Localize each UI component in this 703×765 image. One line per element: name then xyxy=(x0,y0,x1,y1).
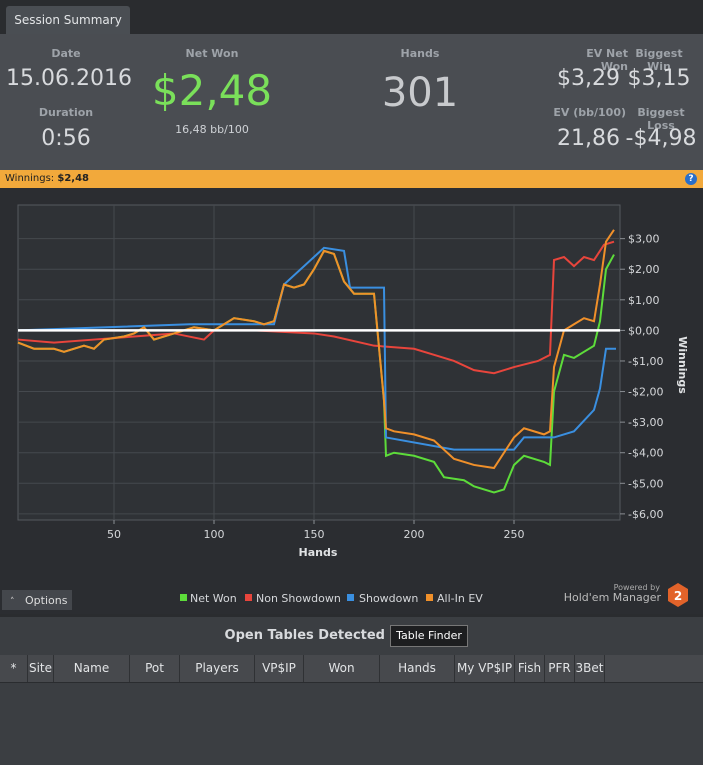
column-header[interactable]: Won xyxy=(304,655,380,682)
biggest-loss-label: Biggest Loss xyxy=(637,106,685,132)
y-tick-label: -$5,00 xyxy=(628,477,663,490)
options-caret: ˄ xyxy=(10,597,15,607)
x-tick-label: 200 xyxy=(404,528,425,541)
net-won: $2,48 xyxy=(151,66,273,115)
duration-label: Duration xyxy=(38,106,94,119)
table-header: * Site Name Pot Players VP$IP Won Hands My VP$IP… xyxy=(0,655,703,683)
open-tables-title: Open Tables Detected xyxy=(224,628,385,643)
winnings-bar: Winnings: $2,48 ? xyxy=(0,170,703,188)
x-tick-label: 50 xyxy=(107,528,121,541)
hands-label: Hands xyxy=(400,47,440,60)
legend-label: All-In EV xyxy=(437,592,483,605)
logo-number: 2 xyxy=(674,589,682,603)
x-tick-label: 250 xyxy=(504,528,525,541)
logo xyxy=(668,583,688,607)
series-line xyxy=(17,240,615,375)
legend-swatch xyxy=(245,594,252,601)
legend-label: Showdown xyxy=(359,592,418,605)
powered-by: Powered by xyxy=(614,583,661,592)
ev-bb: 21,86 xyxy=(557,126,620,151)
summary-panel: Date 15.06.2016 Duration 0:56 Net Won $2… xyxy=(0,34,703,170)
biggest-win: $3,15 xyxy=(627,66,691,91)
plot-area xyxy=(17,204,621,521)
ev-net-won-label: EV Net Won xyxy=(586,47,628,73)
biggest-loss: -$4,98 xyxy=(625,126,697,151)
column-header[interactable]: Name xyxy=(54,655,130,682)
legend-label: Net Won xyxy=(190,592,237,605)
chart: Hands Winnings ˄ Options Powered by Hold… xyxy=(0,188,703,614)
x-tick-label: 100 xyxy=(204,528,225,541)
y-tick-label: -$6,00 xyxy=(628,508,663,521)
column-header[interactable]: VP$IP xyxy=(255,655,304,682)
column-header[interactable]: Site xyxy=(28,655,54,682)
y-axis-title: Winnings xyxy=(676,336,689,394)
column-header[interactable]: My VP$IP xyxy=(455,655,515,682)
x-tick-label: 150 xyxy=(304,528,325,541)
options-label: Options xyxy=(25,594,68,607)
tab[interactable]: Session Summary xyxy=(6,6,130,34)
ev-bb-label: EV (bb/100) xyxy=(553,106,626,119)
y-tick-label: -$2,00 xyxy=(628,386,663,399)
table-finder-button[interactable]: Table Finder xyxy=(390,625,468,647)
column-header[interactable]: PFR xyxy=(545,655,575,682)
winnings-label: Winnings: xyxy=(5,173,55,184)
legend-label: Non Showdown xyxy=(256,592,341,605)
open-tables-panel: Open Tables Detected Table Finder * Site N… xyxy=(0,614,703,765)
y-tick-label: $2,00 xyxy=(628,263,660,276)
column-header[interactable]: Pot xyxy=(130,655,180,682)
y-tick-label: $0,00 xyxy=(628,324,660,337)
y-tick-label: $3,00 xyxy=(628,233,660,246)
series-line xyxy=(17,229,615,470)
x-axis-title: Hands xyxy=(299,546,338,559)
column-header[interactable]: 3Bet xyxy=(575,655,605,682)
winnings-value: $2,48 xyxy=(57,173,89,184)
column-header[interactable]: Hands xyxy=(380,655,455,682)
legend-swatch xyxy=(347,594,354,601)
legend-swatch xyxy=(426,594,433,601)
net-won-bb: 16,48 bb/100 xyxy=(175,123,249,136)
column-header[interactable]: Fish xyxy=(515,655,545,682)
help-icon[interactable]: ? xyxy=(685,173,697,185)
biggest-win-label: Biggest Win xyxy=(635,47,683,73)
y-tick-label: -$3,00 xyxy=(628,416,663,429)
ev-net-won: $3,29 xyxy=(557,66,620,91)
y-tick-label: -$1,00 xyxy=(628,355,663,368)
hands: 301 xyxy=(381,70,459,116)
y-tick-label: $1,00 xyxy=(628,294,660,307)
product-name: Hold'em Manager xyxy=(564,591,662,604)
date: 15.06.2016 xyxy=(6,66,132,91)
duration: 0:56 xyxy=(41,126,91,151)
y-tick-label: -$4,00 xyxy=(628,447,663,460)
column-header[interactable]: Players xyxy=(180,655,255,682)
column-header[interactable]: * xyxy=(0,655,28,682)
date-label: Date xyxy=(51,47,81,60)
net-won-label: Net Won xyxy=(185,47,239,60)
legend-swatch xyxy=(180,594,187,601)
options-button[interactable] xyxy=(2,590,72,610)
